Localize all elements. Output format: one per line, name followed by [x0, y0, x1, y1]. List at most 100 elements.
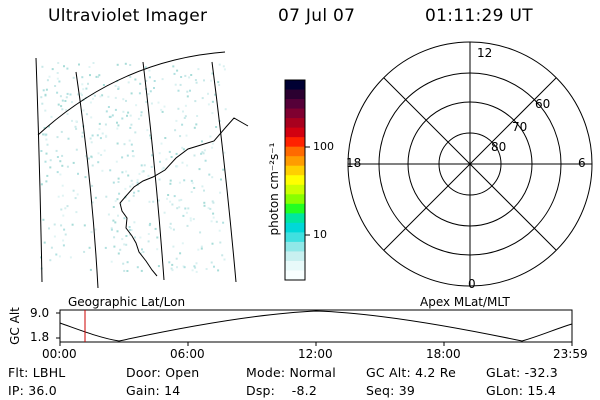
speckle	[138, 92, 141, 95]
speckle	[60, 224, 63, 227]
speckle	[126, 114, 128, 117]
speckle	[94, 196, 97, 199]
speckle	[102, 84, 105, 86]
colorbar-segment	[285, 213, 305, 224]
speckle	[83, 250, 86, 253]
colorbar-tick-10: 10	[313, 228, 327, 241]
speckle	[156, 248, 159, 251]
speckle	[211, 200, 214, 203]
meridian-line	[142, 61, 165, 281]
speckle	[192, 218, 195, 221]
speckle	[91, 164, 94, 167]
speckle	[77, 172, 79, 175]
speckle	[77, 93, 80, 96]
speckle	[163, 211, 166, 214]
speckle	[53, 223, 56, 226]
speckle	[126, 154, 129, 157]
speckle	[97, 161, 100, 164]
speckle	[90, 141, 93, 144]
speckle	[170, 267, 173, 270]
meridian-line	[75, 71, 99, 289]
speckle	[94, 228, 97, 231]
speckle	[89, 268, 92, 271]
speckle	[121, 117, 124, 120]
speckle	[186, 224, 189, 227]
speckle	[104, 123, 107, 126]
speckle	[56, 91, 59, 94]
emission-speckles	[40, 62, 227, 273]
speckle	[139, 236, 142, 239]
speckle	[173, 195, 176, 198]
speckle	[42, 89, 45, 92]
speckle	[151, 154, 154, 157]
speckle	[223, 258, 226, 261]
gain-info: Gain: 14	[126, 383, 181, 398]
speckle	[62, 214, 65, 217]
speckle	[176, 69, 179, 72]
speckle	[125, 243, 128, 246]
speckle	[62, 244, 65, 247]
speckle	[161, 168, 164, 171]
speckle	[82, 109, 85, 112]
speckle	[147, 240, 150, 243]
speckle	[177, 89, 180, 92]
speckle	[91, 134, 94, 137]
filter-info: Flt: LBHL	[8, 365, 66, 380]
speckle	[65, 109, 68, 111]
speckle	[171, 263, 174, 266]
speckle	[199, 231, 202, 234]
speckle	[124, 187, 127, 190]
speckle	[191, 182, 194, 185]
speckle	[211, 100, 214, 103]
colorbar-segment	[285, 146, 305, 157]
speckle	[116, 230, 119, 233]
speckle	[123, 243, 126, 246]
speckle	[207, 92, 209, 95]
speckle	[145, 100, 148, 103]
speckle	[200, 245, 203, 248]
speckle	[110, 228, 113, 231]
speckle	[42, 218, 45, 221]
speckle	[147, 174, 150, 177]
colorbar-segment	[285, 80, 305, 91]
speckle	[71, 119, 73, 122]
speckle	[181, 123, 184, 126]
colorbar-segment	[285, 165, 305, 176]
speckle	[91, 184, 94, 187]
speckle	[220, 178, 222, 181]
speckle	[125, 235, 128, 237]
speckle	[98, 74, 101, 77]
speckle	[129, 76, 132, 78]
speckle	[179, 135, 182, 138]
speckle	[157, 265, 160, 268]
speckle	[80, 92, 83, 95]
speckle	[130, 229, 133, 232]
speckle	[107, 95, 110, 98]
speckle	[167, 194, 170, 196]
speckle	[105, 134, 108, 137]
speckle	[92, 97, 94, 100]
speckle	[212, 201, 215, 204]
speckle	[90, 231, 93, 234]
speckle	[46, 143, 49, 146]
speckle	[40, 150, 43, 152]
speckle	[74, 125, 77, 128]
speckle	[186, 164, 189, 167]
speckle	[178, 181, 181, 184]
speckle	[139, 252, 142, 255]
speckle	[105, 110, 108, 113]
speckle	[99, 137, 102, 140]
speckle	[94, 94, 96, 97]
speckle	[191, 269, 194, 272]
speckle	[117, 214, 119, 217]
speckle	[129, 126, 132, 129]
coastline	[119, 117, 249, 277]
speckle	[190, 74, 193, 76]
speckle	[148, 224, 151, 227]
speckle	[88, 246, 91, 249]
speckle	[211, 146, 214, 149]
speckle	[113, 236, 116, 239]
timeline-x-tick: 18:00	[426, 347, 461, 361]
speckle	[119, 248, 122, 251]
speckle	[185, 134, 188, 137]
